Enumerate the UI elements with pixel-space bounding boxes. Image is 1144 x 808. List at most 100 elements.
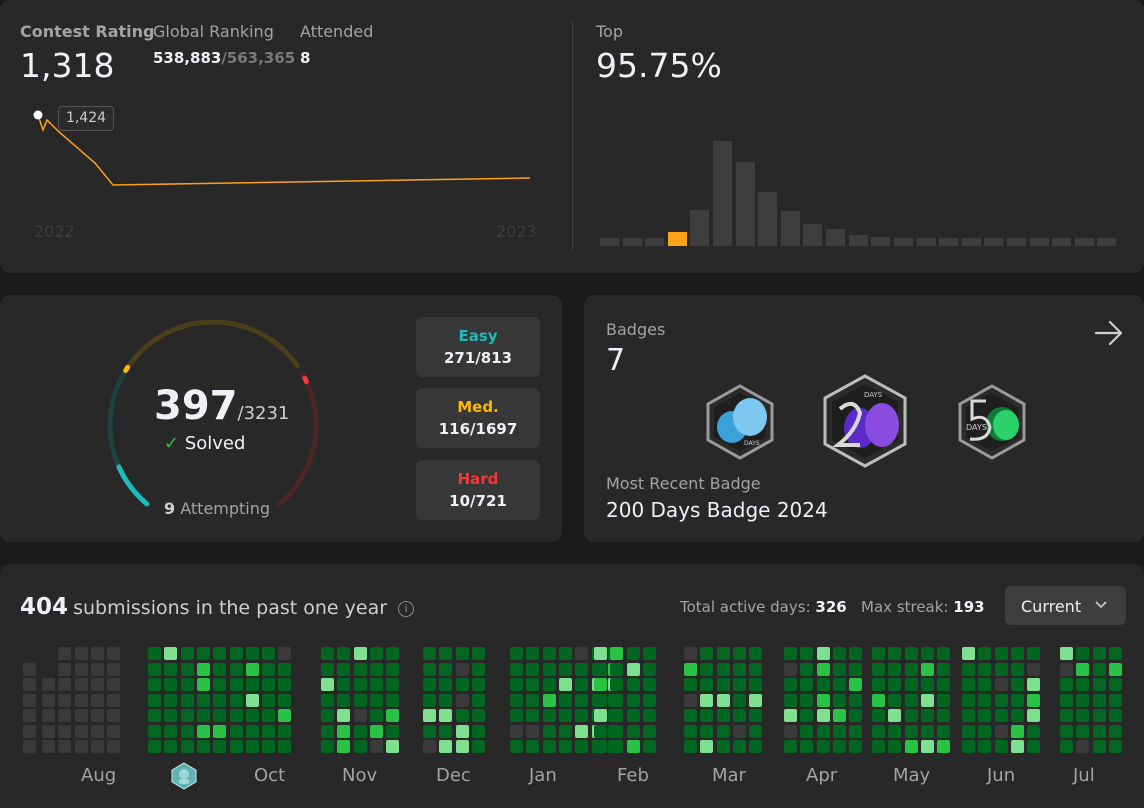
heatmap-cell[interactable] xyxy=(278,693,291,707)
heatmap-cell[interactable] xyxy=(58,662,71,676)
heatmap-cell[interactable] xyxy=(800,662,813,676)
heatmap-cell[interactable] xyxy=(627,724,640,738)
heatmap-cell[interactable] xyxy=(592,740,605,753)
heatmap-cell[interactable] xyxy=(164,678,177,691)
heatmap-cell[interactable] xyxy=(423,693,436,707)
heatmap-cell[interactable] xyxy=(594,678,607,691)
heatmap-cell[interactable] xyxy=(370,647,383,660)
heatmap-cell[interactable] xyxy=(230,647,243,660)
heatmap-cell[interactable] xyxy=(246,724,259,738)
heatmap-cell[interactable] xyxy=(1109,709,1122,722)
heatmap-cell[interactable] xyxy=(42,740,55,753)
heatmap-cell[interactable] xyxy=(42,724,55,738)
heatmap-cell[interactable] xyxy=(75,693,88,707)
rating-distribution-histogram[interactable] xyxy=(600,100,1120,246)
heatmap-cell[interactable] xyxy=(262,647,275,660)
histogram-bar[interactable] xyxy=(849,235,868,246)
heatmap-cell[interactable] xyxy=(472,693,485,707)
heatmap-cell[interactable] xyxy=(733,709,746,722)
heatmap-cell[interactable] xyxy=(684,678,697,691)
heatmap-cell[interactable] xyxy=(559,693,572,707)
heatmap-cell[interactable] xyxy=(872,662,885,676)
heatmap-cell[interactable] xyxy=(749,647,762,660)
heatmap-cell[interactable] xyxy=(472,740,485,753)
heatmap-cell[interactable] xyxy=(962,740,975,753)
heatmap-cell[interactable] xyxy=(75,724,88,738)
heatmap-cell[interactable] xyxy=(262,662,275,676)
heatmap-cell[interactable] xyxy=(684,709,697,722)
heatmap-cell[interactable] xyxy=(526,678,539,691)
heatmap-cell[interactable] xyxy=(230,678,243,691)
heatmap-cell[interactable] xyxy=(559,678,572,691)
heatmap-cell[interactable] xyxy=(978,693,991,707)
heatmap-cell[interactable] xyxy=(575,709,588,722)
heatmap-cell[interactable] xyxy=(608,678,621,691)
heatmap-cell[interactable] xyxy=(643,647,656,660)
heatmap-cell[interactable] xyxy=(510,693,523,707)
heatmap-cell[interactable] xyxy=(246,709,259,722)
heatmap-cell[interactable] xyxy=(833,693,846,707)
heatmap-cell[interactable] xyxy=(472,709,485,722)
heatmap-cell[interactable] xyxy=(472,724,485,738)
heatmap-cell[interactable] xyxy=(543,693,556,707)
heatmap-cell[interactable] xyxy=(197,740,210,753)
histogram-bar[interactable] xyxy=(984,238,1003,246)
heatmap-cell[interactable] xyxy=(888,740,901,753)
histogram-bar[interactable] xyxy=(894,238,913,246)
heatmap-cell[interactable] xyxy=(423,647,436,660)
heatmap-cell[interactable] xyxy=(423,724,436,738)
heatmap-cell[interactable] xyxy=(610,678,623,691)
heatmap-cell[interactable] xyxy=(784,647,797,660)
heatmap-cell[interactable] xyxy=(1011,662,1024,676)
heatmap-cell[interactable] xyxy=(700,662,713,676)
heatmap-cell[interactable] xyxy=(592,709,605,722)
heatmap-cell[interactable] xyxy=(262,693,275,707)
heatmap-cell[interactable] xyxy=(1027,740,1040,753)
heatmap-cell[interactable] xyxy=(321,724,334,738)
heatmap-cell[interactable] xyxy=(337,740,350,753)
heatmap-cell[interactable] xyxy=(91,709,104,722)
heatmap-cell[interactable] xyxy=(456,709,469,722)
heatmap-cell[interactable] xyxy=(1093,724,1106,738)
heatmap-cell[interactable] xyxy=(717,740,730,753)
heatmap-cell[interactable] xyxy=(456,647,469,660)
heatmap-cell[interactable] xyxy=(872,740,885,753)
heatmap-cell[interactable] xyxy=(526,709,539,722)
info-icon[interactable]: i xyxy=(398,601,415,617)
heatmap-cell[interactable] xyxy=(58,678,71,691)
heatmap-cell[interactable] xyxy=(354,724,367,738)
heatmap-cell[interactable] xyxy=(905,740,918,753)
heatmap-cell[interactable] xyxy=(833,724,846,738)
heatmap-cell[interactable] xyxy=(107,693,120,707)
heatmap-cell[interactable] xyxy=(213,662,226,676)
heatmap-cell[interactable] xyxy=(817,709,830,722)
heatmap-cell[interactable] xyxy=(800,647,813,660)
heatmap-cell[interactable] xyxy=(526,724,539,738)
heatmap-cell[interactable] xyxy=(439,724,452,738)
heatmap-cell[interactable] xyxy=(75,662,88,676)
badge-200-days-icon[interactable]: DAYS xyxy=(820,373,910,469)
heatmap-cell[interactable] xyxy=(354,678,367,691)
heatmap-cell[interactable] xyxy=(575,724,588,738)
heatmap-cell[interactable] xyxy=(643,693,656,707)
heatmap-cell[interactable] xyxy=(164,647,177,660)
heatmap-cell[interactable] xyxy=(594,647,607,660)
heatmap-cell[interactable] xyxy=(733,724,746,738)
heatmap-cell[interactable] xyxy=(543,740,556,753)
heatmap-cell[interactable] xyxy=(354,647,367,660)
heatmap-cell[interactable] xyxy=(1076,709,1089,722)
heatmap-cell[interactable] xyxy=(1027,709,1040,722)
heatmap-cell[interactable] xyxy=(978,724,991,738)
heatmap-cell[interactable] xyxy=(995,678,1008,691)
heatmap-cell[interactable] xyxy=(386,693,399,707)
rating-line-chart[interactable] xyxy=(0,95,560,255)
heatmap-cell[interactable] xyxy=(962,647,975,660)
heatmap-cell[interactable] xyxy=(684,740,697,753)
heatmap-cell[interactable] xyxy=(472,647,485,660)
heatmap-cell[interactable] xyxy=(213,724,226,738)
heatmap-cell[interactable] xyxy=(627,709,640,722)
heatmap-cell[interactable] xyxy=(717,724,730,738)
heatmap-cell[interactable] xyxy=(107,678,120,691)
heatmap-cell[interactable] xyxy=(995,740,1008,753)
heatmap-cell[interactable] xyxy=(197,662,210,676)
